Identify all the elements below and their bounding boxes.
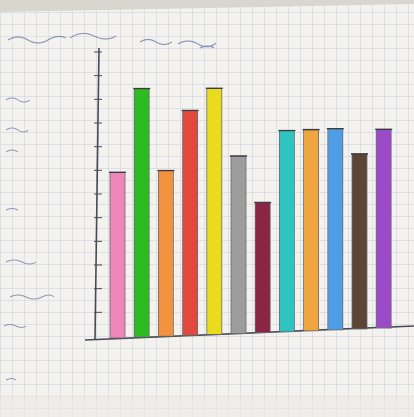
bar-3 (157, 170, 174, 337)
bar-12 (375, 128, 392, 329)
handwritten-notes (3, 32, 217, 381)
bar-9 (303, 129, 320, 332)
bar-4 (182, 110, 199, 336)
bar-7 (254, 202, 271, 334)
bar-2 (133, 88, 150, 338)
bar-10 (327, 128, 344, 331)
bar-1 (109, 171, 126, 339)
bar-8 (278, 130, 295, 333)
y-axis-ticks (94, 51, 102, 313)
bar-series (109, 87, 393, 339)
bar-5 (206, 87, 223, 335)
bar-6 (230, 155, 247, 334)
bar-11 (351, 153, 368, 330)
